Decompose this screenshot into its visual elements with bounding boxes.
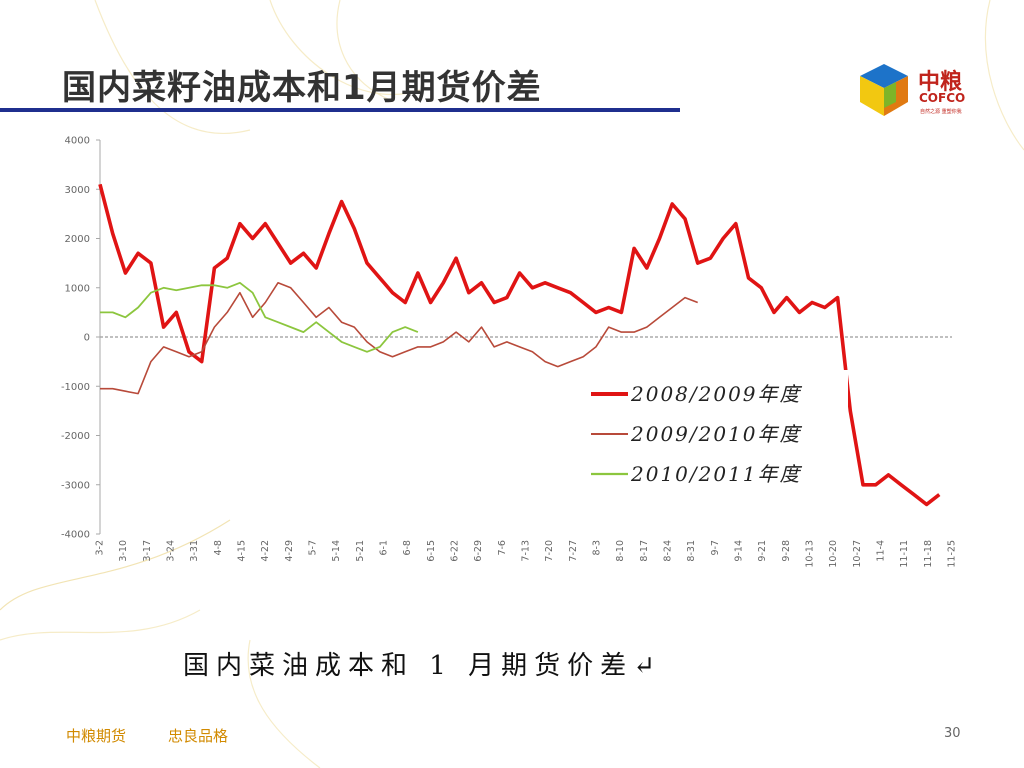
x-tick-label: 6-15 xyxy=(426,540,437,562)
x-tick-label: 5-14 xyxy=(331,540,342,562)
x-tick-label: 3-24 xyxy=(166,540,177,562)
x-tick-label: 6-1 xyxy=(379,540,390,556)
x-tick-label: 6-29 xyxy=(473,540,484,562)
x-tick-label: 8-3 xyxy=(592,540,603,556)
x-tick-label: 7-6 xyxy=(497,540,508,556)
logo-tagline: 自然之源 重塑你我 xyxy=(920,109,962,115)
x-tick-label: 4-22 xyxy=(260,540,271,562)
x-tick-label: 4-15 xyxy=(237,540,248,562)
x-tick-label: 9-21 xyxy=(757,540,768,562)
series-2008-2009-line xyxy=(98,183,941,507)
x-tick-label: 9-14 xyxy=(734,540,745,562)
x-tick-label: 7-13 xyxy=(521,540,532,562)
legend-label: 2009/2010年度 xyxy=(630,422,803,446)
x-tick-label: 8-31 xyxy=(686,540,697,562)
y-tick-label: -3000 xyxy=(61,480,90,491)
x-tick-label: 6-8 xyxy=(402,540,413,556)
x-tick-label: 5-21 xyxy=(355,540,366,562)
cofco-logo: 中粮 COFCO 自然之源 重塑你我 xyxy=(856,60,976,122)
y-tick-label: 3000 xyxy=(65,185,90,196)
series-2010-2011-line xyxy=(100,281,419,353)
logo-name-cn: 中粮 xyxy=(918,70,963,95)
cofco-cube-icon xyxy=(860,64,908,116)
y-tick-label: -2000 xyxy=(61,431,90,442)
legend-label: 2010/2011年度 xyxy=(630,462,803,486)
x-tick-label: 7-20 xyxy=(544,540,555,562)
x-tick-label: 4-29 xyxy=(284,540,295,562)
x-tick-label: 3-17 xyxy=(142,540,153,562)
x-tick-label: 6-22 xyxy=(450,540,461,562)
x-tick-label: 8-17 xyxy=(639,540,650,562)
y-tick-label: 0 xyxy=(84,333,90,344)
x-tick-label: 9-28 xyxy=(781,540,792,562)
x-tick-label: 11-18 xyxy=(923,540,934,568)
x-tick-label: 3-31 xyxy=(189,540,200,562)
series-2009-2010-line xyxy=(100,282,698,395)
legend-label: 2008/2009年度 xyxy=(630,382,803,406)
y-tick-label: -1000 xyxy=(61,382,90,393)
footer-motto: 忠良品格 xyxy=(168,727,229,745)
y-tick-label: 2000 xyxy=(65,234,90,245)
x-tick-label: 10-27 xyxy=(852,540,863,568)
x-tick-label: 8-24 xyxy=(663,540,674,562)
x-tick-label: 11-11 xyxy=(899,540,910,568)
footer-brand: 中粮期货 xyxy=(66,727,127,745)
y-tick-label: 1000 xyxy=(65,283,90,294)
slide-title: 国内菜籽油成本和1月期货价差 xyxy=(62,68,542,108)
x-tick-label: 5-7 xyxy=(308,540,319,556)
y-tick-label: -4000 xyxy=(61,530,90,541)
title-rule xyxy=(0,108,680,112)
y-tick-label: 4000 xyxy=(65,136,90,147)
price-spread-chart: 4000 3000 2000 1000 0 -1000 -2000 -3000 -4000 3-2… xyxy=(61,136,958,568)
x-tick-label: 11-4 xyxy=(876,540,887,562)
x-tick-label: 10-13 xyxy=(805,540,816,568)
x-tick-label: 3-2 xyxy=(95,540,106,556)
x-tick-label: 7-27 xyxy=(568,540,579,562)
x-tick-label: 10-20 xyxy=(828,540,839,568)
x-tick-label: 11-25 xyxy=(947,540,958,568)
page-number: 30 xyxy=(944,726,961,741)
chart-caption: 国内菜油成本和 1 月期货价差↵ xyxy=(183,651,662,681)
x-tick-label: 3-10 xyxy=(118,540,129,562)
x-tick-label: 4-8 xyxy=(213,540,224,556)
x-tick-label: 9-7 xyxy=(710,540,721,556)
x-tick-label: 8-10 xyxy=(615,540,626,562)
logo-name-en: COFCO xyxy=(919,91,966,105)
